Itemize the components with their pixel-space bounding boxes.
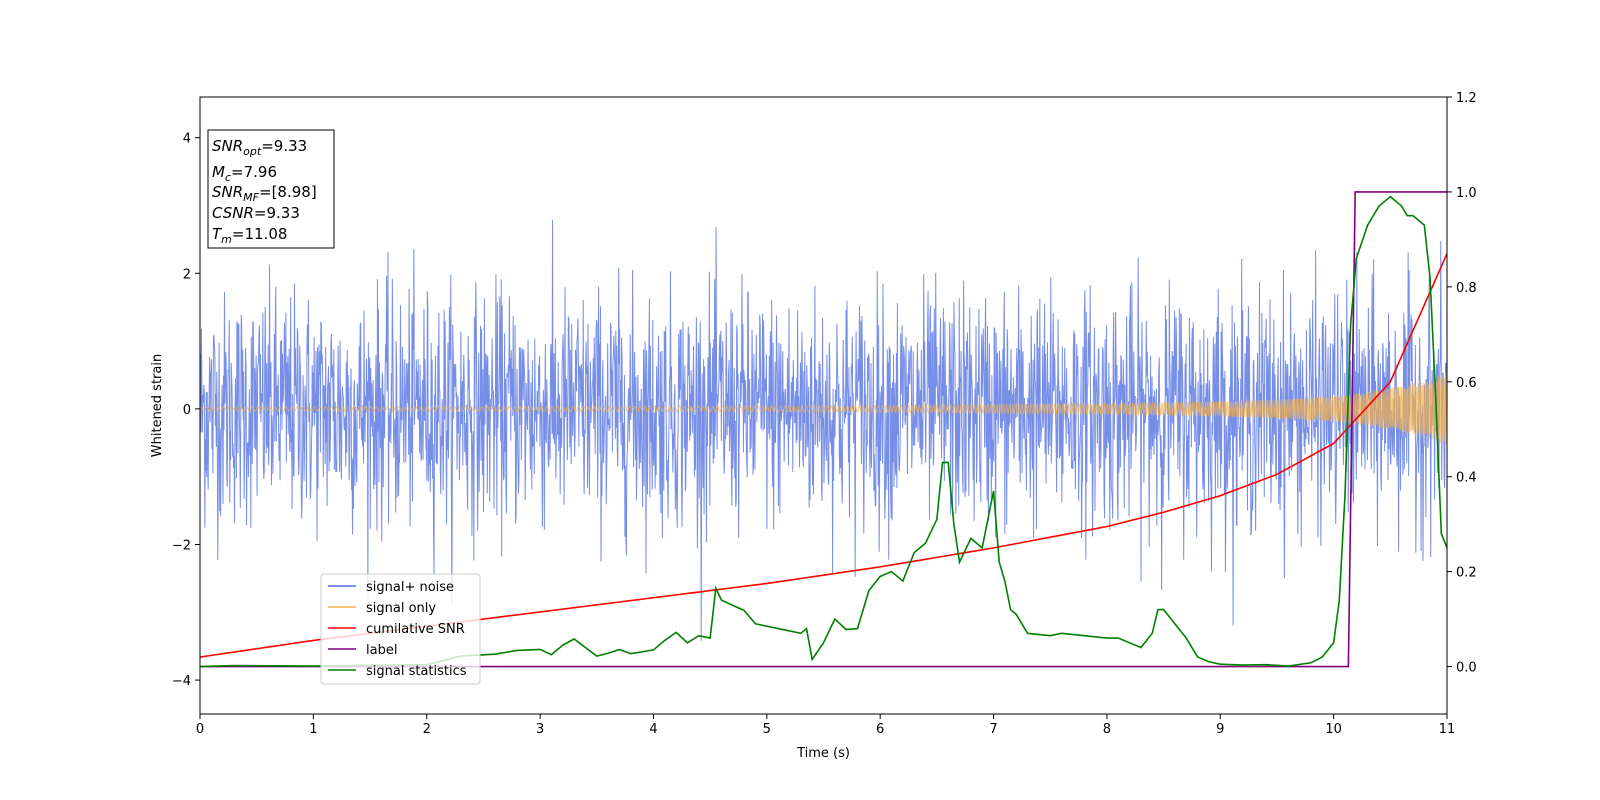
x-tick-label: 7 — [989, 722, 997, 737]
series-signal-only — [200, 372, 1447, 445]
x-tick-label: 2 — [423, 722, 431, 737]
info-tm: Tm=11.08 — [212, 225, 287, 246]
legend-entry-signal-statistics: signal statistics — [328, 664, 467, 679]
x-tick-label: 0 — [196, 722, 204, 737]
y-tick-label-left: 4 — [183, 132, 191, 147]
legend-frame — [320, 573, 481, 685]
y-tick-label-right: 0.0 — [1456, 661, 1477, 676]
legend: signal+ noise signal only cumilative SNR… — [320, 573, 481, 685]
legend-label-signal-noise: signal+ noise — [366, 580, 454, 595]
x-axis-label: Time (s) — [796, 746, 850, 761]
series-signal-noise — [200, 220, 1447, 641]
info-mc: Mc=7.96 — [212, 163, 277, 184]
y-tick-label-right: 0.6 — [1456, 376, 1477, 391]
y-tick-label-left: 2 — [183, 267, 191, 282]
y-tick-label-right: 1.2 — [1456, 91, 1477, 106]
legend-entry-signal-noise: signal+ noise — [328, 580, 454, 595]
series-label — [200, 191, 1447, 668]
x-tick-label: 6 — [876, 722, 884, 737]
legend-label-cumulative-snr: cumilative SNR — [366, 622, 465, 637]
legend-entry-signal-only: signal only — [328, 601, 436, 616]
legend-label-signal-statistics: signal statistics — [366, 664, 467, 679]
y-tick-label-right: 0.2 — [1456, 566, 1477, 581]
info-snr-mf: SNRMF=[8.98] — [212, 183, 317, 204]
x-tick-label: 8 — [1103, 722, 1111, 737]
y-tick-label-right: 0.8 — [1456, 281, 1477, 296]
x-tick-label: 11 — [1439, 722, 1456, 737]
y-tick-label-left: −2 — [172, 538, 191, 553]
axes-ticks: 0 1 2 3 4 5 6 7 8 9 10 11 −4 −2 0 2 4 0.0 0.2 0.4 0.6 0.8 1.0 1… — [172, 91, 1477, 737]
y-tick-label-left: 0 — [183, 403, 191, 418]
info-box-frame — [207, 129, 335, 249]
y-tick-label-right: 1.0 — [1456, 186, 1477, 201]
x-tick-label: 1 — [309, 722, 317, 737]
info-snr-opt: SNRopt=9.33 — [212, 137, 307, 158]
x-tick-label: 5 — [763, 722, 771, 737]
x-tick-label: 4 — [649, 722, 657, 737]
x-tick-label: 9 — [1216, 722, 1224, 737]
y-axis-label-left: Whitened strain — [150, 354, 165, 457]
info-box: SNRopt=9.33 Mc=7.96 SNRMF=[8.98] CSNR=9.… — [207, 129, 335, 249]
info-csnr: CSNR=9.33 — [212, 204, 300, 222]
series-signal-statistics — [200, 195, 1447, 668]
legend-entry-label: label — [328, 643, 397, 658]
legend-label-label: label — [366, 643, 397, 658]
y-tick-label-left: −4 — [172, 674, 191, 689]
legend-entry-cumulative-snr: cumilative SNR — [328, 622, 465, 637]
legend-label-signal-only: signal only — [366, 601, 436, 616]
plot-frame — [199, 96, 1448, 715]
x-tick-label: 3 — [536, 722, 544, 737]
x-tick-label: 10 — [1325, 722, 1342, 737]
y-tick-label-right: 0.4 — [1456, 471, 1477, 486]
